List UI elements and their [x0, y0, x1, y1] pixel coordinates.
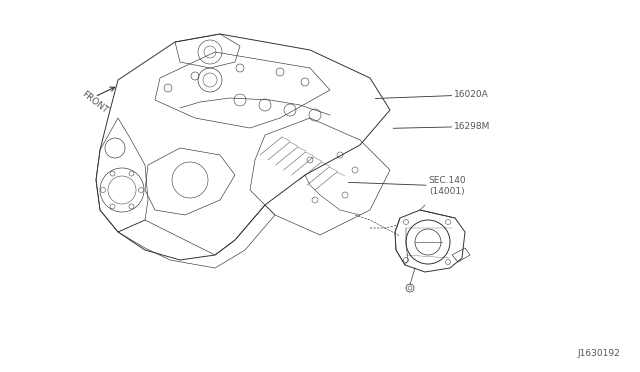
- Text: 16020A: 16020A: [375, 90, 489, 99]
- Text: J1630192: J1630192: [577, 349, 620, 358]
- Text: SEC.140
(14001): SEC.140 (14001): [348, 176, 467, 196]
- Text: FRONT: FRONT: [80, 89, 109, 115]
- Text: 16298M: 16298M: [393, 122, 491, 131]
